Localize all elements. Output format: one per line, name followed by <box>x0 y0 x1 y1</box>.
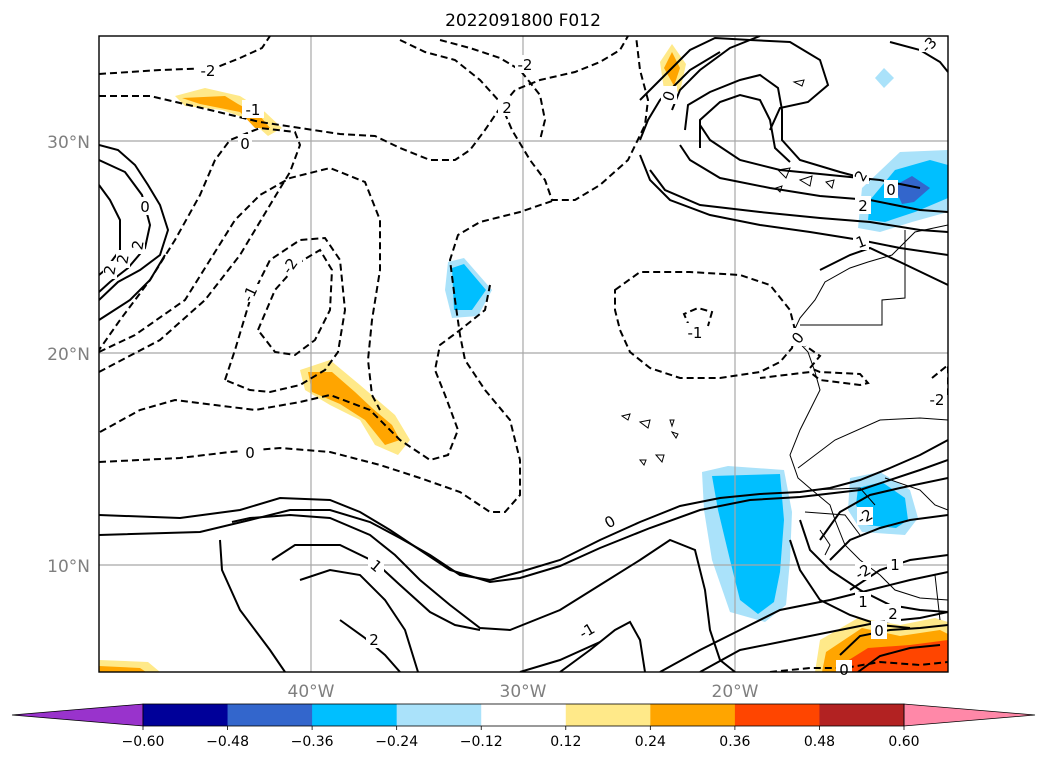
colorbar-bin <box>650 704 736 726</box>
lat-label: 20°N <box>47 345 90 365</box>
colorbar-bin <box>312 704 398 726</box>
colorbar-bin <box>143 704 229 726</box>
lon-label: 20°W <box>712 682 759 702</box>
contour-label: -2 <box>518 56 533 74</box>
contour-label: 2 <box>100 264 119 277</box>
map-title: 2022091800 F012 <box>445 11 601 31</box>
contour-label: 1 <box>858 593 868 611</box>
graticule <box>99 36 948 672</box>
contour-label: 0 <box>886 181 896 199</box>
contour-label: 0 <box>245 444 255 462</box>
lat-label: 10°N <box>47 557 90 577</box>
map-plot-area: 2 2 -2 -1 0 0 -1 -2 -2 0 -1 2 1 <box>98 33 949 679</box>
contour-label: 0 <box>140 198 150 216</box>
colorbar-tick-label: −0.12 <box>460 734 503 750</box>
contour-label: 1 <box>890 556 900 574</box>
colorbar-tick-label: −0.48 <box>206 734 249 750</box>
colorbar-tick-label: −0.36 <box>291 734 334 750</box>
contour-label: -1 <box>239 283 262 304</box>
colorbar: −0.60 −0.48 −0.36 −0.24 −0.12 0.12 0.24 0.36 0.4… <box>11 703 1036 750</box>
contour-label: 0 <box>839 661 849 679</box>
contour-label: -1 <box>246 101 261 119</box>
contour-label: -1 <box>688 324 703 342</box>
colorbar-bin <box>819 704 905 726</box>
colorbar-bin <box>734 704 820 726</box>
contour-label: -2 <box>201 62 216 80</box>
contour-label: 2 <box>113 253 132 266</box>
axis-labels: 30°N 20°N 10°N 40°W 30°W 20°W <box>47 133 759 702</box>
colorbar-tick-label: 0.48 <box>804 734 835 750</box>
colorbar-frame <box>142 703 905 727</box>
colorbar-extend-low <box>11 703 144 727</box>
lat-label: 30°N <box>47 133 90 153</box>
lon-label: 40°W <box>288 682 335 702</box>
contour-label: 2 <box>128 239 147 252</box>
contour-label: 0 <box>874 622 884 640</box>
map-frame <box>98 35 949 673</box>
contour-label: 2 <box>369 631 379 649</box>
colorbar-tick-label: 0.36 <box>719 734 750 750</box>
colorbar-bin <box>481 704 567 726</box>
colorbar-bin <box>396 704 482 726</box>
contour-label: 2 <box>858 197 868 215</box>
colorbar-tick-label: −0.24 <box>375 734 418 750</box>
colorbar-extend-high <box>903 703 1036 727</box>
contour-label: 0 <box>240 135 250 153</box>
colorbar-bin <box>227 704 313 726</box>
lon-label: 30°W <box>500 682 547 702</box>
colorbar-tick-label: 0.24 <box>635 734 666 750</box>
positive-contours <box>99 36 948 672</box>
contour-label: 2 <box>888 605 898 623</box>
colorbar-bin <box>565 704 651 726</box>
colorbar-tick-label: 0.60 <box>888 734 919 750</box>
contour-label: 2 <box>502 99 512 117</box>
colorbar-tick-label: −0.60 <box>122 734 165 750</box>
contour-label-layer: 2 2 -2 -1 0 0 -1 -2 -2 0 -1 2 1 <box>100 33 945 679</box>
colorbar-tick-label: 0.12 <box>550 734 581 750</box>
coastlines <box>620 79 948 621</box>
contour-label: -2 <box>930 391 945 409</box>
